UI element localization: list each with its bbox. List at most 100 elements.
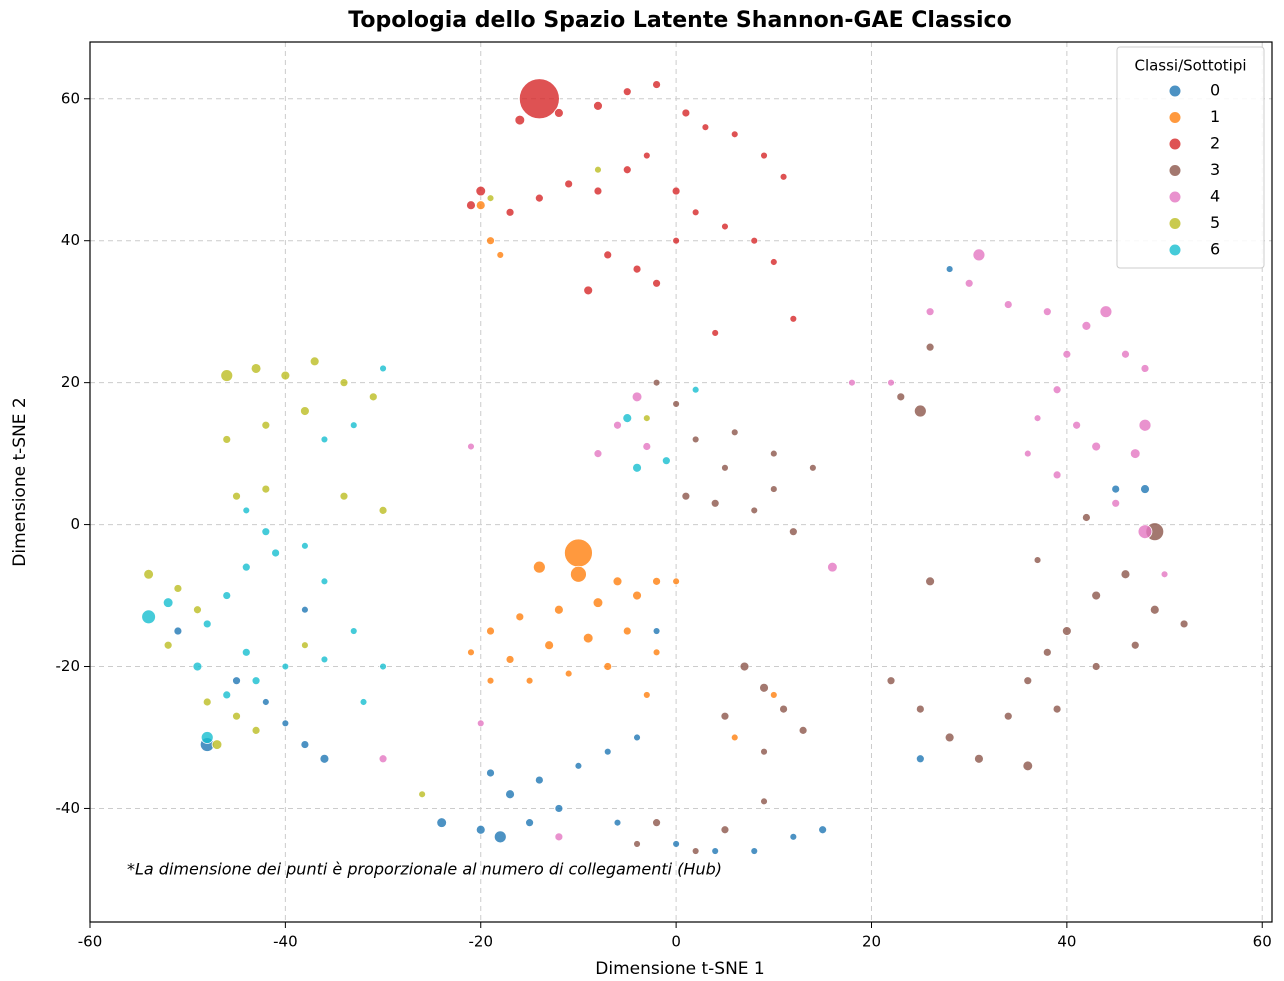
- x-tick-label: -60: [78, 933, 103, 951]
- point: [631, 391, 643, 403]
- point: [301, 605, 309, 614]
- point: [554, 804, 564, 813]
- point: [251, 676, 261, 686]
- point: [379, 364, 387, 373]
- point: [1111, 484, 1121, 494]
- point: [574, 762, 583, 770]
- point: [691, 385, 700, 394]
- point: [532, 560, 546, 574]
- y-tick-label: 0: [70, 515, 80, 533]
- point: [554, 832, 564, 842]
- point: [1062, 349, 1072, 359]
- point: [1061, 626, 1072, 636]
- point: [261, 698, 270, 706]
- annotation: *La dimensione dei punti è proporzionale…: [127, 860, 722, 879]
- point: [1140, 364, 1150, 373]
- point: [1052, 385, 1062, 395]
- point: [592, 597, 604, 608]
- point: [632, 264, 642, 274]
- legend-marker: [1168, 164, 1182, 177]
- point: [1137, 524, 1153, 540]
- legend-marker: [1168, 243, 1182, 257]
- point: [141, 609, 156, 625]
- point: [515, 612, 525, 622]
- point: [368, 392, 378, 402]
- point: [1160, 570, 1169, 579]
- point: [163, 640, 173, 650]
- point: [1042, 307, 1052, 317]
- point: [769, 449, 778, 458]
- point: [301, 641, 309, 650]
- point: [672, 840, 680, 848]
- point: [564, 538, 593, 568]
- point: [202, 619, 212, 629]
- point: [1052, 704, 1062, 714]
- point: [633, 840, 641, 848]
- point: [1121, 349, 1130, 359]
- point: [518, 78, 560, 120]
- point: [475, 185, 487, 197]
- point: [612, 576, 623, 587]
- point: [671, 186, 681, 196]
- point: [925, 576, 935, 587]
- point: [652, 278, 661, 288]
- point: [309, 356, 320, 367]
- point: [652, 818, 661, 828]
- point: [1149, 604, 1160, 615]
- point: [467, 648, 475, 657]
- point: [769, 258, 778, 266]
- point: [886, 676, 896, 686]
- point: [493, 830, 507, 844]
- point: [739, 661, 750, 672]
- point: [711, 329, 720, 337]
- point: [661, 456, 671, 466]
- point: [798, 725, 808, 735]
- point: [280, 370, 291, 381]
- point: [476, 719, 485, 728]
- point: [701, 123, 710, 132]
- point: [418, 790, 426, 799]
- point: [193, 605, 202, 615]
- legend-label: 1: [1210, 107, 1220, 126]
- point: [261, 420, 271, 430]
- point: [593, 100, 603, 111]
- y-axis-label: Dimensione t-SNE 2: [10, 397, 30, 567]
- point: [320, 577, 329, 586]
- y-tick-label: 60: [61, 89, 80, 107]
- point: [505, 207, 515, 217]
- point: [750, 236, 759, 245]
- point: [603, 747, 612, 756]
- point: [896, 392, 906, 402]
- point: [300, 406, 310, 416]
- point: [300, 740, 310, 749]
- point: [632, 462, 642, 473]
- point: [222, 690, 232, 700]
- point: [534, 775, 544, 785]
- point: [271, 548, 281, 558]
- legend-label: 6: [1210, 240, 1220, 259]
- point: [593, 449, 603, 459]
- point: [652, 80, 661, 89]
- point: [1140, 484, 1150, 494]
- legend-box: [1116, 46, 1265, 269]
- point: [544, 640, 554, 651]
- legend-marker: [1168, 190, 1182, 204]
- point: [242, 506, 251, 515]
- point: [1042, 647, 1052, 657]
- point: [1052, 470, 1062, 480]
- point: [1022, 760, 1034, 772]
- point: [250, 363, 262, 374]
- point: [642, 151, 651, 160]
- point: [1120, 569, 1131, 580]
- point: [760, 797, 768, 806]
- point: [760, 747, 768, 756]
- point: [486, 236, 495, 246]
- point: [594, 165, 602, 174]
- point: [652, 648, 661, 657]
- point: [720, 711, 730, 721]
- point: [1081, 320, 1092, 331]
- point: [622, 413, 633, 424]
- point: [750, 506, 759, 515]
- point: [143, 568, 154, 580]
